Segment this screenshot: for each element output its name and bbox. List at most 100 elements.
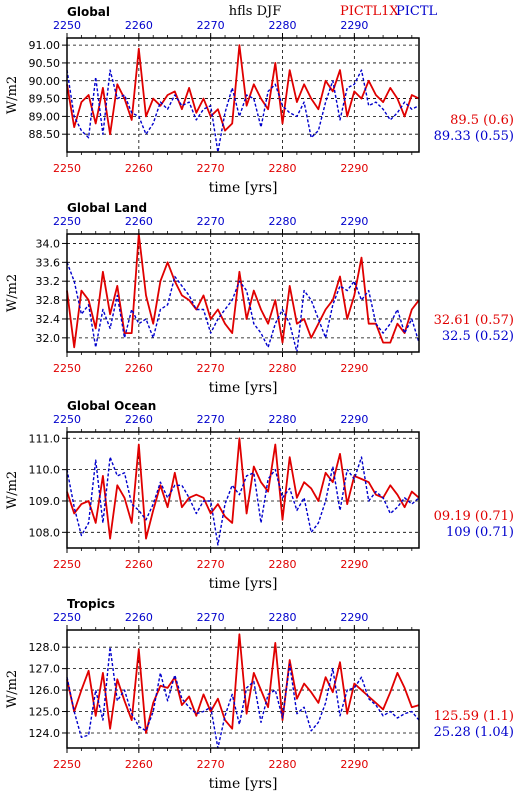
x-tick-label-top: 2250 [53,611,81,624]
series-line-blue [66,646,420,749]
panel-2: Global Land 32.0 32.4 32.8 33.2 33.6 34.0 2250 2… [5,201,514,396]
x-tick-label: 2270 [197,558,225,571]
x-tick-label: 2250 [53,362,81,375]
stat-blue: 25.28 (1.04) [434,725,514,740]
x-tick-label-top: 2280 [269,19,297,32]
series-line-blue [66,69,420,153]
y-tick-label: 127.0 [29,663,61,676]
x-tick-label: 2250 [53,758,81,771]
panel-3: Global Ocean 108.0 109.0 110.0 111.0 2250 2250… [5,399,514,592]
x-axis-label: time [yrs] [209,576,278,592]
y-tick-label: 88.50 [29,128,61,141]
x-tick-label: 2250 [53,558,81,571]
y-tick-label: 128.0 [29,641,61,654]
stat-blue: 89.33 (0.55) [434,129,514,144]
panel-1: Global 88.50 89.00 89.50 90.00 90.50 91.00 2250… [5,5,514,196]
y-tick-label: 91.00 [29,39,61,52]
x-tick-label-top: 2290 [340,413,368,426]
y-tick-label: 32.8 [36,294,61,307]
plot-frame [66,37,420,153]
series-line-red [66,437,420,540]
x-tick-label-top: 2250 [53,19,81,32]
x-axis-label: time [yrs] [209,776,278,792]
y-tick-label: 110.0 [29,464,61,477]
y-tick-label: 90.00 [29,75,61,88]
y-tick-label: 34.0 [36,237,61,250]
x-tick-label-top: 2270 [197,413,225,426]
stat-blue: 32.5 (0.52) [442,329,514,344]
y-tick-label: 111.0 [29,432,61,445]
x-tick-label: 2280 [269,362,297,375]
chart-title: hfls DJF [229,4,282,19]
y-tick-label: 126.0 [29,684,61,697]
x-tick-label-top: 2260 [125,215,153,228]
x-tick-label: 2270 [197,362,225,375]
legend-blue-label: PICTL [396,4,438,19]
series-line-blue [66,456,420,546]
x-tick-label-top: 2290 [340,215,368,228]
y-tick-label: 90.50 [29,57,61,70]
stat-red: 32.61 (0.57) [434,313,514,328]
x-tick-label-top: 2250 [53,215,81,228]
stat-blue: 109 (0.71) [446,525,514,540]
x-tick-label: 2290 [340,558,368,571]
x-tick-label-top: 2280 [269,215,297,228]
x-tick-label: 2260 [125,758,153,771]
stat-red: 09.19 (0.71) [434,509,514,524]
y-axis-label: W/m2 [5,274,20,312]
x-tick-label: 2290 [340,362,368,375]
y-tick-label: 89.50 [29,93,61,106]
x-tick-label-top: 2270 [197,19,225,32]
legend-red-label: PICTL1X [340,4,399,19]
y-axis-label: W/m2 [5,670,20,708]
x-tick-label: 2280 [269,758,297,771]
panel-title: Tropics [67,597,115,611]
x-tick-label: 2260 [125,162,153,175]
x-tick-label-top: 2270 [197,611,225,624]
y-axis-label: W/m2 [5,76,20,114]
x-tick-label-top: 2280 [269,611,297,624]
y-tick-label: 33.2 [36,275,61,288]
x-tick-label-top: 2270 [197,215,225,228]
x-tick-label-top: 2260 [125,611,153,624]
panels: Global 88.50 89.00 89.50 90.00 90.50 91.00 2250… [5,5,514,792]
x-tick-label: 2270 [197,758,225,771]
y-tick-label: 125.0 [29,706,61,719]
y-tick-label: 32.0 [36,332,61,345]
panel-title: Global [67,5,110,19]
x-tick-label-top: 2280 [269,413,297,426]
series-line-red [66,633,420,734]
x-tick-label: 2290 [340,162,368,175]
y-tick-label: 124.0 [29,727,61,740]
y-tick-label: 108.0 [29,526,61,539]
plot-frame [66,629,420,749]
x-axis-label: time [yrs] [209,180,278,196]
x-axis-label: time [yrs] [209,380,278,396]
plot-frame [66,431,420,549]
x-tick-label: 2260 [125,558,153,571]
stat-red: 89.5 (0.6) [450,113,514,128]
panel-4: Tropics 124.0 125.0 126.0 127.0 128.0 2250 2250… [5,597,514,792]
series-line-red [66,44,420,136]
x-tick-label-top: 2260 [125,19,153,32]
panel-title: Global Ocean [67,399,156,413]
plot-frame [66,233,420,353]
x-tick-label-top: 2260 [125,413,153,426]
x-tick-label: 2260 [125,362,153,375]
x-tick-label: 2280 [269,162,297,175]
y-tick-label: 89.00 [29,110,61,123]
y-tick-label: 33.6 [36,256,61,269]
x-tick-label: 2290 [340,758,368,771]
x-tick-label: 2270 [197,162,225,175]
stat-red: 125.59 (1.1) [434,709,514,724]
y-axis-label: W/m2 [5,471,20,509]
y-tick-label: 109.0 [29,495,61,508]
panel-title: Global Land [67,201,147,215]
x-tick-label-top: 2290 [340,611,368,624]
series-line-red [66,233,420,349]
x-tick-label-top: 2290 [340,19,368,32]
x-tick-label-top: 2250 [53,413,81,426]
y-tick-label: 32.4 [36,313,61,326]
series-line-blue [66,262,420,353]
